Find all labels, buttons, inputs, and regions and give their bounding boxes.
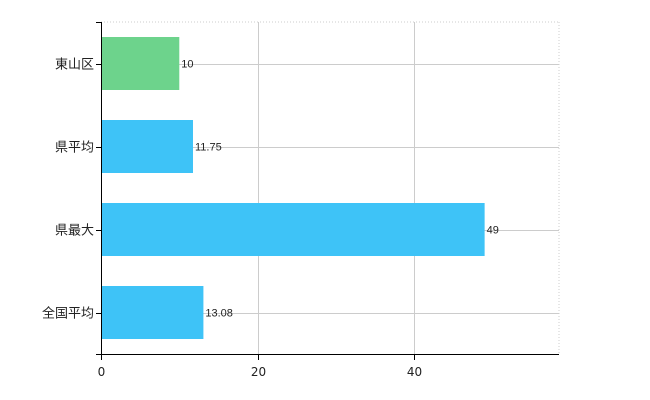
bar-layer	[101, 37, 485, 339]
bar-3	[101, 286, 204, 339]
data-label-0: 10	[181, 59, 193, 71]
data-label-2: 49	[487, 225, 499, 237]
label-layer: 10 東山区 11.75 県平均 49 県最大 13.08 全国平均 0 20 40	[42, 57, 499, 380]
x-tick-label-1: 20	[251, 365, 266, 379]
y-tick-label-2: 県最大	[55, 224, 94, 239]
bar-2	[101, 203, 485, 256]
data-label-1: 11.75	[195, 142, 222, 154]
bar-1	[101, 120, 193, 173]
y-tick-label-3: 全国平均	[42, 306, 94, 322]
axis-layer	[96, 22, 559, 360]
y-tick-label-0: 東山区	[55, 57, 94, 73]
data-label-3: 13.08	[205, 308, 233, 320]
bar-0	[101, 37, 180, 90]
y-tick-label-1: 県平均	[55, 141, 94, 156]
x-tick-label-0: 0	[98, 365, 106, 379]
x-tick-label-2: 40	[407, 365, 422, 379]
